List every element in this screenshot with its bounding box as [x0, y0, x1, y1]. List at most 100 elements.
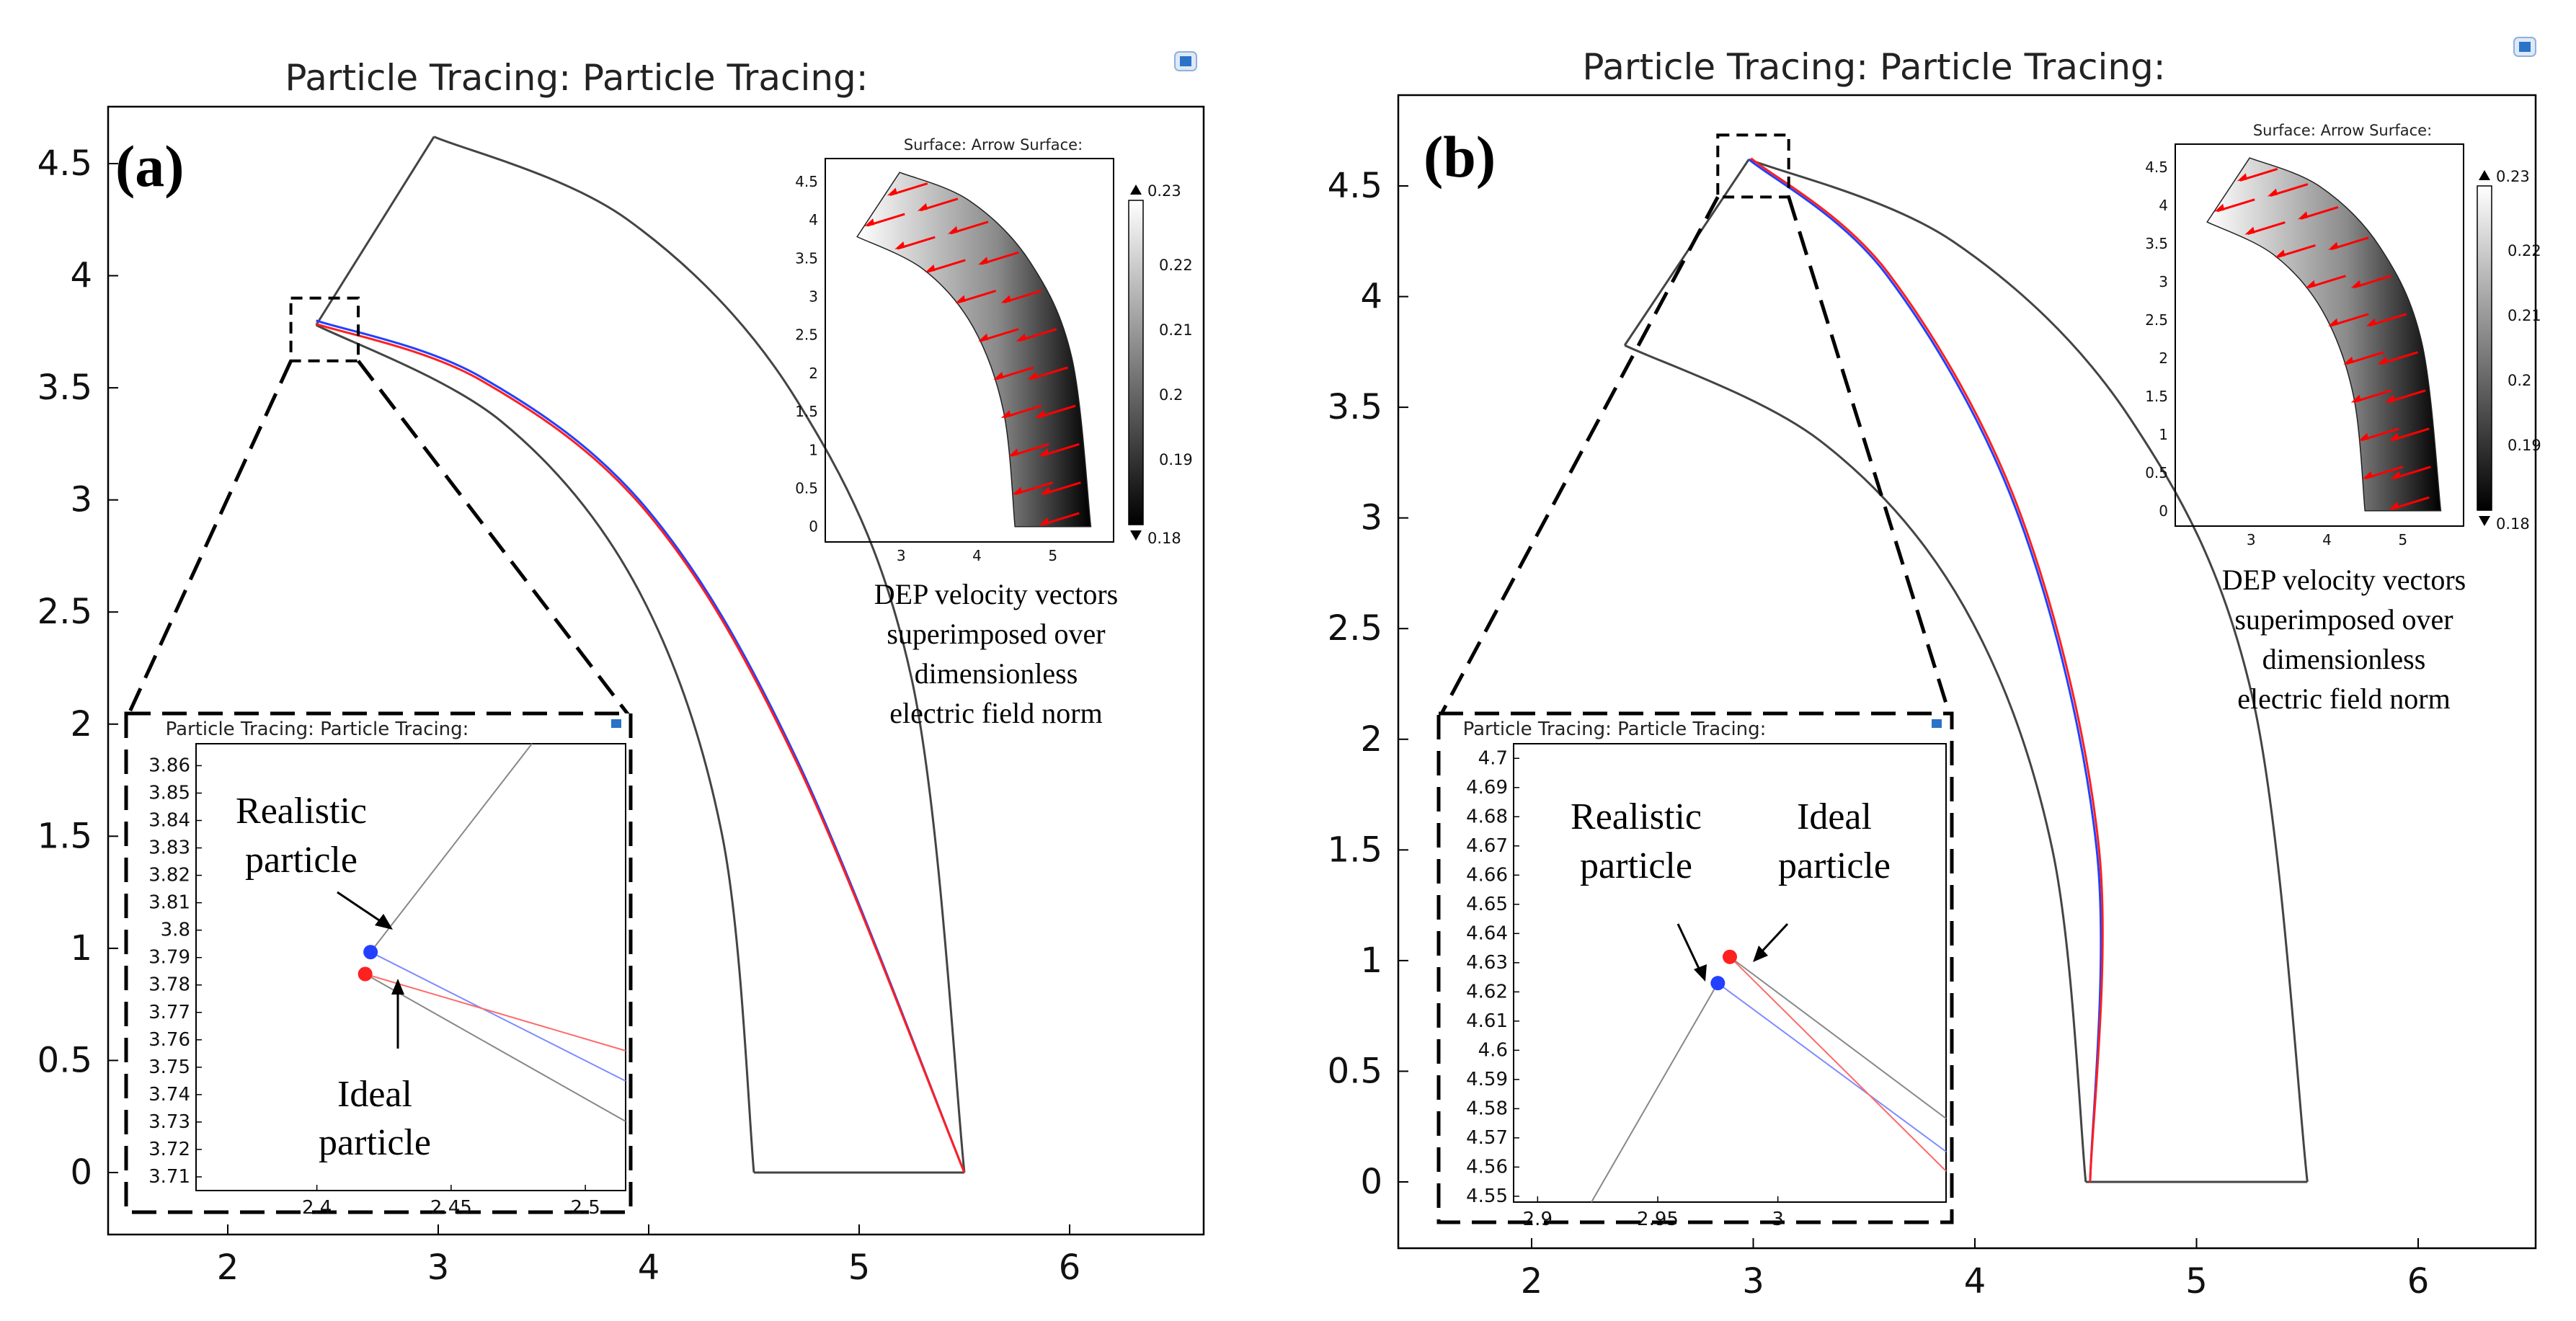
- panel-b-zoom-inset: Particle Tracing: Particle Tracing: 4.7 4…: [1436, 711, 1954, 1230]
- a-dep-arrowhead: [1000, 410, 1011, 419]
- panel-b-colorbar: [2477, 185, 2492, 511]
- a-dep-arrowhead: [1016, 333, 1026, 342]
- panel-b-axes: 2 3 4 5 6 0 0.5 1 1.5 2 2.5 3 3.5 4 4.5: [1328, 166, 2430, 1302]
- panel-b-y-tick-label: 4.5: [1328, 166, 1382, 206]
- a-dep-arrowhead: [1008, 448, 1019, 457]
- b-field-y-tick-label: 0: [2159, 502, 2168, 520]
- b-field-y-tick-label: 3.5: [2145, 235, 2168, 252]
- panel-b-field-inset: Surface: Arrow Surface: 0 0.5 1 1.5 2 2.5 3 3.5…: [2145, 122, 2541, 715]
- panel-a-realistic-arrow: [337, 891, 386, 926]
- a-zoom-y-tick-label: 3.83: [148, 837, 190, 859]
- a-dep-arrowhead: [955, 295, 966, 303]
- a-zoom-x-tick-label: 2.45: [430, 1197, 472, 1219]
- panel-a-axes: 2 3 4 5 6 0 0.5 1 1.5 2 2.5 3 3.5 4 4.5: [37, 143, 1081, 1288]
- panel-b-ideal-label-line1: Ideal: [1797, 796, 1872, 837]
- a-field-y-tick-label: 4: [809, 211, 818, 228]
- panel-b-y-tick-label: 1: [1360, 940, 1382, 981]
- a-dep-arrowhead: [1000, 295, 1011, 303]
- b-zoom-y-tick-label: 4.67: [1466, 835, 1508, 857]
- panel-a-zoom-inset-border: [124, 711, 633, 1214]
- a-dep-arrowhead: [1039, 448, 1049, 457]
- panel-b-field-caption-line1: DEP velocity vectors: [2222, 564, 2466, 596]
- b-zoom-y-tick-label: 4.59: [1466, 1069, 1508, 1090]
- b-dep-arrowhead: [2237, 173, 2247, 182]
- b-zoom-y-tick-label: 4.69: [1466, 777, 1508, 799]
- panel-a-x-tick-label: 4: [638, 1247, 660, 1288]
- b-dep-arrowhead: [2275, 249, 2286, 258]
- a-colorbar-tick-label: 0.21: [1159, 321, 1193, 339]
- a-field-y-tick-label: 3.5: [795, 249, 818, 267]
- panel-b-zoom-inset-axes: 4.74.694.684.674.664.654.644.634.624.614…: [1466, 747, 1784, 1230]
- b-field-x-tick-label: 3: [2247, 531, 2256, 548]
- panel-b-realistic-arrow: [1676, 923, 1702, 974]
- panel-a-zoom-inset-title: Particle Tracing: Particle Tracing:: [166, 719, 469, 740]
- a-zoom-y-tick-label: 3.86: [148, 755, 190, 776]
- panel-a-title: Particle Tracing: Particle Tracing:: [285, 57, 868, 99]
- panel-b-title: Particle Tracing: Particle Tracing:: [1582, 46, 2165, 88]
- panel-b-field-caption-line2: superimposed over: [2234, 603, 2453, 636]
- a-dep-arrowhead: [887, 187, 897, 196]
- panel-b-realistic-trajectory: [1748, 158, 2102, 1183]
- panel-b-x-tick-label: 2: [1521, 1261, 1543, 1302]
- a-dep-arrowhead: [917, 203, 928, 211]
- b-colorbar-min-label: 0.18: [2496, 515, 2530, 533]
- a-zoom-y-tick-label: 3.74: [148, 1084, 190, 1106]
- panel-b-field-inset-content: [2206, 157, 2442, 512]
- a-field-x-tick-label: 4: [972, 547, 982, 564]
- panel-a-zoom-inset-content: [337, 743, 626, 1122]
- b-dep-arrowhead: [2214, 203, 2225, 212]
- panel-a-ideal-label-line1: Ideal: [337, 1074, 412, 1115]
- panel-a-field-caption-line4: electric field norm: [889, 697, 1102, 729]
- a-dep-arrowhead: [1039, 517, 1049, 526]
- b-colorbar-min-marker: [2479, 516, 2490, 526]
- b-dep-arrowhead: [2358, 432, 2369, 441]
- b-dep-arrowhead: [2350, 394, 2361, 403]
- a-field-y-tick-label: 2: [809, 365, 818, 382]
- b-colorbar-tick-label: 0.2: [2508, 372, 2531, 389]
- a-zoom-y-tick-label: 3.76: [148, 1029, 190, 1051]
- panel-a-ideal-trajectory: [316, 322, 966, 1173]
- b-dep-arrowhead: [2350, 280, 2361, 288]
- panel-b-plot-frame: [1397, 94, 2537, 1250]
- panel-b-y-tick-label: 2: [1360, 719, 1382, 760]
- panel-b-y-tick-label: 4: [1360, 277, 1382, 317]
- panel-a-field-caption-line1: DEP velocity vectors: [874, 578, 1118, 610]
- b-colorbar-tick-label: 0.22: [2508, 242, 2541, 259]
- b-zoom-x-tick-label: 2.95: [1637, 1209, 1679, 1230]
- b-zoom-y-tick-label: 4.63: [1466, 952, 1508, 974]
- a-zoom-y-tick-label: 3.8: [161, 920, 190, 941]
- panel-a-y-tick-label: 1: [70, 928, 92, 969]
- b-field-x-tick-label: 5: [2398, 531, 2407, 548]
- b-field-y-tick-label: 1.5: [2145, 388, 2168, 405]
- a-zoom-y-tick-label: 3.79: [148, 947, 190, 969]
- panel-a-realistic-point: [363, 945, 378, 960]
- panel-a-zoom-connector-left: [126, 360, 293, 716]
- b-zoom-y-tick-label: 4.7: [1478, 747, 1508, 769]
- panel-a-zoom-ideal-path: [365, 973, 626, 1051]
- b-colorbar-max-marker: [2479, 170, 2490, 180]
- panel-b-ideal-arrowhead: [1753, 946, 1768, 962]
- panel-a-zoom-inset-frame: [195, 743, 626, 1191]
- panel-a-field-inset-content: [856, 172, 1092, 528]
- b-zoom-y-tick-label: 4.62: [1466, 981, 1508, 1002]
- panel-a-x-tick-label: 5: [848, 1247, 871, 1288]
- a-zoom-y-tick-label: 3.71: [148, 1166, 190, 1188]
- b-dep-arrowhead: [2390, 471, 2401, 479]
- panel-a-field-caption-line3: dimensionless: [915, 657, 1078, 690]
- panel-b-field-inset-axes: 0 0.5 1 1.5 2 2.5 3 3.5 4 4.5 3 4 5: [2145, 159, 2407, 548]
- panel-a-label: (a): [115, 133, 185, 199]
- panel-a-y-tick-label: 0: [70, 1152, 92, 1193]
- panel-a-x-tick-label: 6: [1059, 1247, 1081, 1288]
- a-zoom-y-tick-label: 3.75: [148, 1057, 190, 1078]
- a-zoom-y-tick-label: 3.81: [148, 892, 190, 914]
- a-dep-arrowhead: [894, 241, 905, 250]
- b-dep-arrowhead: [2366, 318, 2376, 326]
- a-colorbar-max-marker: [1130, 184, 1142, 195]
- panel-b-field-inset-frame: [2175, 143, 2464, 527]
- b-colorbar-tick-label: 0.19: [2508, 437, 2541, 454]
- panel-b-realistic-arrowhead: [1694, 964, 1707, 982]
- b-dep-arrowhead: [2305, 280, 2316, 288]
- panel-a-field-caption-line2: superimposed over: [887, 618, 1105, 650]
- a-field-y-tick-label: 1.5: [795, 403, 818, 420]
